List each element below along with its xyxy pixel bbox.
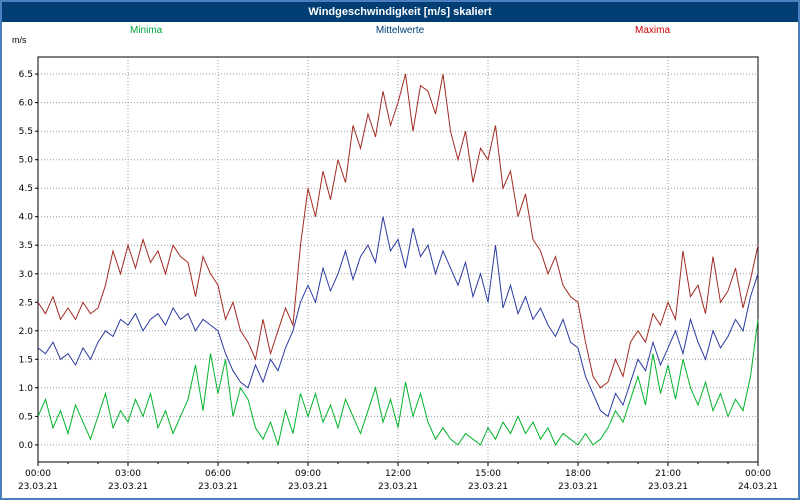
chart-legend: Minima Mittelwerte Maxima: [2, 25, 798, 38]
svg-text:12:00: 12:00: [385, 469, 411, 479]
svg-text:15:00: 15:00: [475, 469, 501, 479]
svg-text:23.03.21: 23.03.21: [378, 482, 418, 492]
legend-maxima: Maxima: [635, 25, 671, 36]
svg-text:18:00: 18:00: [565, 469, 591, 479]
svg-text:23.03.21: 23.03.21: [648, 482, 688, 492]
svg-text:4.5: 4.5: [19, 184, 33, 194]
svg-text:1.0: 1.0: [19, 384, 34, 394]
svg-text:21:00: 21:00: [655, 469, 681, 479]
svg-text:09:00: 09:00: [295, 469, 321, 479]
legend-minima: Minima: [130, 25, 163, 36]
svg-text:24.03.21: 24.03.21: [738, 482, 778, 492]
svg-text:23.03.21: 23.03.21: [18, 482, 58, 492]
svg-text:23.03.21: 23.03.21: [108, 482, 148, 492]
svg-text:5.0: 5.0: [19, 156, 34, 166]
svg-text:2.5: 2.5: [19, 298, 33, 308]
svg-text:3.5: 3.5: [19, 241, 33, 251]
svg-text:23.03.21: 23.03.21: [288, 482, 328, 492]
svg-text:23.03.21: 23.03.21: [468, 482, 508, 492]
svg-text:3.0: 3.0: [19, 270, 34, 280]
svg-text:00:00: 00:00: [25, 469, 51, 479]
svg-text:1.5: 1.5: [19, 355, 33, 365]
svg-text:23.03.21: 23.03.21: [198, 482, 238, 492]
svg-text:4.0: 4.0: [19, 213, 34, 223]
svg-text:6.5: 6.5: [19, 70, 33, 80]
svg-text:0.0: 0.0: [19, 441, 34, 451]
title-bar: Windgeschwindigkeit [m/s] skaliert: [2, 2, 798, 22]
svg-text:6.0: 6.0: [19, 99, 34, 109]
svg-text:00:00: 00:00: [745, 469, 771, 479]
svg-text:23.03.21: 23.03.21: [558, 482, 598, 492]
window-title: Windgeschwindigkeit [m/s] skaliert: [308, 6, 492, 18]
svg-text:2.0: 2.0: [19, 327, 34, 337]
svg-text:06:00: 06:00: [205, 469, 231, 479]
y-axis-unit-label: m/s: [12, 35, 27, 45]
legend-mittelwerte: Mittelwerte: [375, 25, 425, 36]
svg-text:0.5: 0.5: [19, 412, 33, 422]
svg-text:03:00: 03:00: [115, 469, 141, 479]
wind-speed-chart: 0.0 0.5 1.0 1.5 2.0 2.5 3.0 3.5 4.0 4.5 5.0 5.5 6.0 6…: [18, 56, 778, 492]
svg-text:5.5: 5.5: [19, 127, 33, 137]
